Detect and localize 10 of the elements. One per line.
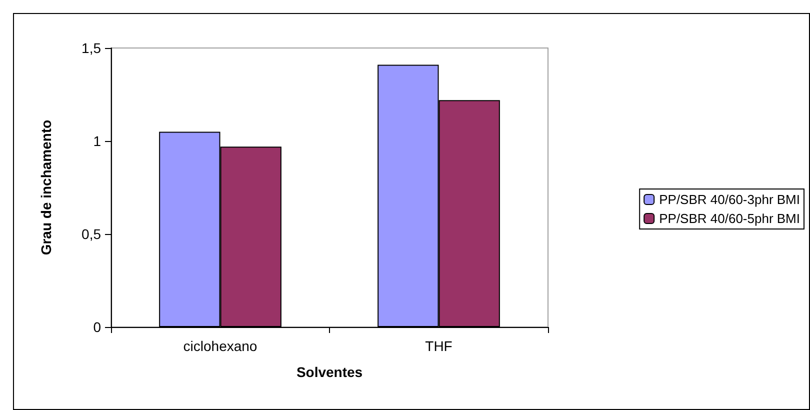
y-tick-label: 1	[93, 133, 102, 149]
x-tick-label: THF	[425, 338, 452, 354]
y-tick-label: 1,5	[82, 40, 102, 56]
y-tick-label: 0,5	[82, 226, 102, 242]
y-axis-title: Grau de inchamento	[38, 120, 54, 256]
x-axis-title: Solventes	[296, 364, 363, 380]
legend-label: PP/SBR 40/60-5phr BMI	[659, 211, 800, 226]
legend-label: PP/SBR 40/60-3phr BMI	[659, 192, 800, 207]
y-tick-label: 0	[93, 319, 102, 335]
x-tick-label: ciclohexano	[183, 338, 258, 354]
